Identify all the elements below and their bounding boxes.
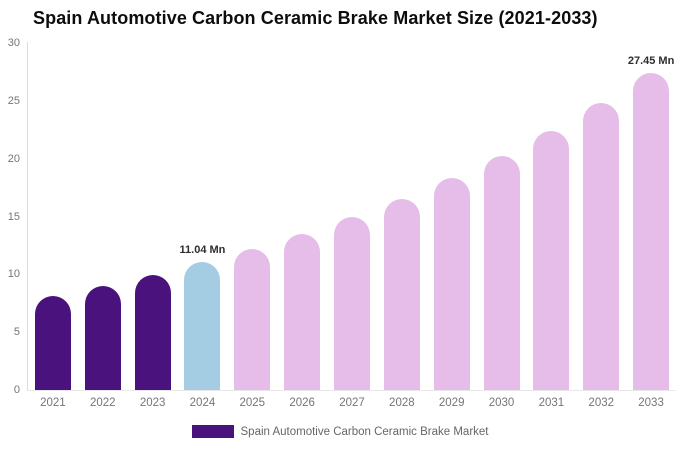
x-tick-label-2032: 2032 bbox=[588, 397, 615, 409]
bar-2024[interactable] bbox=[184, 262, 221, 390]
x-tick-label-2029: 2029 bbox=[438, 397, 465, 409]
x-tick-label-2021: 2021 bbox=[40, 397, 66, 409]
bar-2032[interactable] bbox=[583, 103, 620, 390]
y-axis-labels: 0 5 10 15 20 25 30 bbox=[0, 37, 22, 396]
y-tick-label: 30 bbox=[7, 37, 20, 49]
x-tick-label-2031: 2031 bbox=[538, 397, 565, 409]
x-tick-label-2033: 2033 bbox=[638, 397, 664, 409]
bar-2023[interactable] bbox=[134, 274, 171, 390]
y-tick-label: 25 bbox=[7, 94, 20, 107]
x-tick-label-2026: 2026 bbox=[289, 397, 315, 409]
x-axis-labels: 2021 2022 2023 2024 2025 2026 2027 2028 2029 2030… bbox=[28, 397, 676, 413]
x-tick-label-2022: 2022 bbox=[89, 397, 116, 409]
bar-2031[interactable] bbox=[533, 130, 570, 390]
x-tick-label-2025: 2025 bbox=[239, 397, 266, 409]
y-axis-line bbox=[27, 42, 28, 390]
bar-2028[interactable] bbox=[383, 198, 420, 390]
bar-2027[interactable] bbox=[334, 216, 370, 390]
chart-title: Spain Automotive Carbon Ceramic Brake Ma… bbox=[33, 8, 598, 28]
bar-2021[interactable] bbox=[34, 295, 71, 390]
bar-value-label-2024: 11.04 Mn bbox=[179, 244, 226, 257]
y-tick-label: 10 bbox=[7, 268, 20, 281]
bar-2022[interactable] bbox=[84, 285, 121, 390]
bar-value-label-2033: 27.45 Mn bbox=[627, 54, 675, 67]
x-tick-label-2027: 2027 bbox=[339, 397, 365, 409]
x-tick-label-2024: 2024 bbox=[189, 397, 216, 409]
bar-2026[interactable] bbox=[284, 233, 321, 390]
x-tick-label-2028: 2028 bbox=[389, 397, 415, 409]
bar-2025[interactable] bbox=[234, 248, 271, 390]
legend-swatch bbox=[191, 425, 234, 438]
bar-2030[interactable] bbox=[483, 155, 520, 390]
x-tick-label-2023: 2023 bbox=[139, 397, 166, 409]
bars-layer: 11.04 Mn 27.45 Mn bbox=[28, 43, 676, 390]
y-tick-label: 15 bbox=[7, 210, 20, 223]
legend[interactable]: Spain Automotive Carbon Ceramic Brake Ma… bbox=[0, 425, 680, 438]
legend-label: Spain Automotive Carbon Ceramic Brake Ma… bbox=[240, 425, 489, 438]
bar-2029[interactable] bbox=[433, 178, 470, 390]
bar-2033[interactable] bbox=[633, 72, 670, 390]
y-tick-label: 0 bbox=[13, 384, 20, 396]
y-tick-label: 5 bbox=[13, 326, 20, 339]
x-axis-line bbox=[27, 390, 676, 391]
y-tick-label: 20 bbox=[7, 152, 20, 165]
x-tick-label-2030: 2030 bbox=[488, 397, 515, 409]
